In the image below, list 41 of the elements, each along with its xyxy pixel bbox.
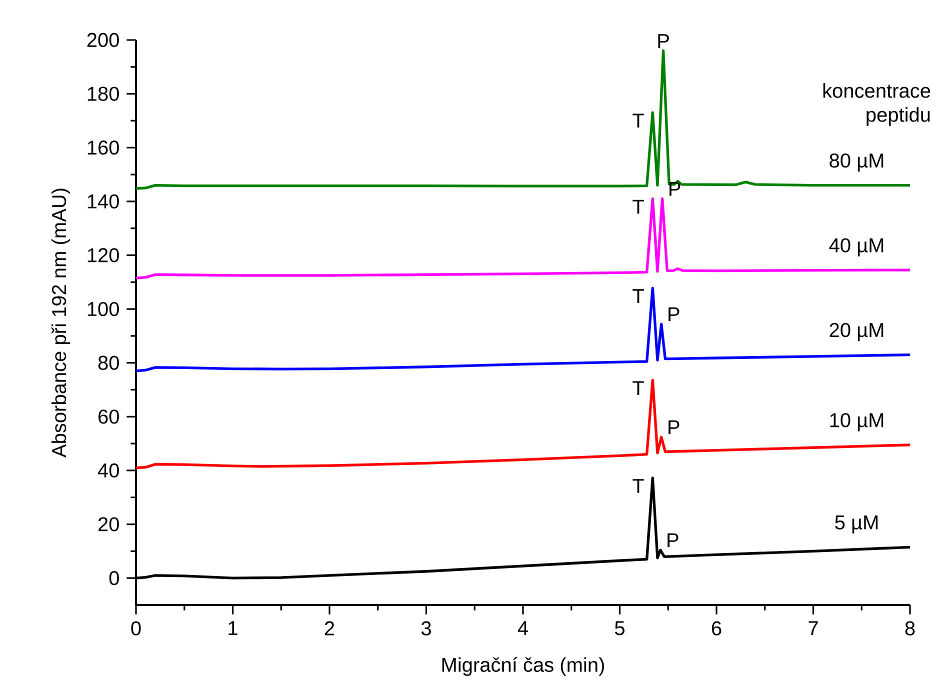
- series-label: 5 µM: [835, 516, 878, 534]
- annotation: T: [632, 381, 644, 395]
- annotation: P: [670, 182, 680, 196]
- series-label: 10 µM: [830, 413, 884, 432]
- y-tick-label: 0: [109, 571, 119, 586]
- annotation: T: [632, 479, 644, 493]
- series-label: 20 µM: [830, 322, 884, 342]
- y-tick-label: 180: [88, 86, 119, 101]
- annotation: T: [632, 200, 644, 214]
- x-tick-label: 8: [905, 621, 915, 636]
- x-tick-label: 5: [614, 621, 624, 636]
- annotation: P: [658, 34, 669, 48]
- y-tick-label: 20: [98, 517, 119, 532]
- line-series: [134, 286, 912, 372]
- x-tick-label: 4: [518, 621, 528, 636]
- y-tick-label: 120: [88, 248, 119, 262]
- annotation: P: [668, 307, 680, 322]
- y-axis-title: Absorbance při 192 nm (mAU): [51, 188, 70, 458]
- x-tick-label: 7: [808, 621, 818, 636]
- y-tick-label: 200: [87, 32, 119, 48]
- y-tick-label: 40: [98, 463, 119, 478]
- series-label: 80 µM: [830, 153, 884, 172]
- annotation: T: [632, 114, 644, 128]
- y-tick-label: 160: [88, 140, 119, 155]
- x-tick-label: 1: [228, 621, 238, 636]
- x-axis-title: Migrační čas (min): [442, 657, 604, 676]
- line-series: [134, 197, 912, 280]
- x-tick-label: 6: [712, 621, 722, 636]
- annotation: P: [668, 533, 678, 548]
- y-tick-label: 140: [88, 194, 119, 208]
- line-series: [134, 378, 912, 470]
- y-tick-label: 100: [88, 302, 119, 316]
- y-tick-label: 80: [98, 356, 119, 370]
- x-tick-label: 0: [131, 621, 141, 636]
- annotation: T: [632, 289, 644, 303]
- legend-title: koncentrace peptidu: [823, 83, 930, 126]
- y-tick-label: 60: [98, 410, 119, 424]
- annotation: P: [668, 420, 680, 434]
- x-tick-label: 3: [421, 621, 431, 636]
- series-label: 40 µM: [829, 238, 884, 256]
- x-tick-label: 2: [324, 621, 334, 636]
